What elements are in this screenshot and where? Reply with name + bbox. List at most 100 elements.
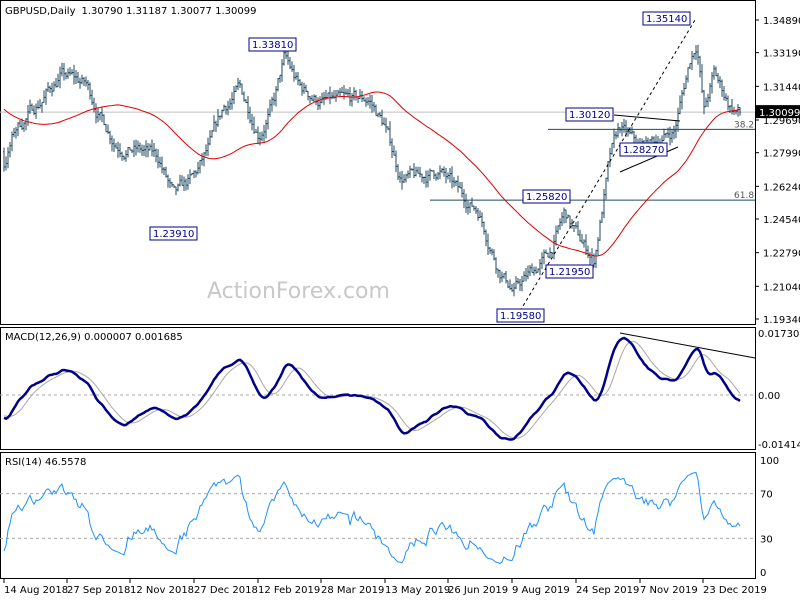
ohlc-bar <box>145 140 147 158</box>
ohlc-bar <box>595 249 597 269</box>
ohlc-bar <box>535 266 537 274</box>
ohlc-bar <box>47 82 49 92</box>
ohlc-bar <box>469 202 471 214</box>
ohlc-bar <box>295 72 297 80</box>
ohlc-bar <box>547 252 549 258</box>
ohlc-bar <box>713 65 715 80</box>
ohlc-bar <box>117 141 119 158</box>
ohlc-bar <box>251 113 253 131</box>
date-tick-label: 26 Jun 2019 <box>448 585 508 596</box>
ohlc-bar <box>431 170 433 172</box>
macd-tick-label: 0.017302 <box>758 329 800 340</box>
ohlc-bar <box>17 122 19 137</box>
ohlc-bar <box>503 273 505 279</box>
ohlc-bar <box>163 166 165 175</box>
ohlc-bar <box>101 107 103 123</box>
price-tick-label: 1.19340 <box>763 315 800 326</box>
ohlc-bar <box>411 168 413 171</box>
ohlc-bar <box>303 82 305 94</box>
ohlc-bar <box>451 166 453 189</box>
ohlc-bar <box>157 149 159 169</box>
ohlc-bar <box>107 124 109 134</box>
rsi-panel-frame <box>0 452 756 579</box>
ohlc-bar <box>59 66 61 89</box>
triangle-upper-line <box>613 114 681 122</box>
ohlc-bar <box>281 59 283 82</box>
ohlc-bar <box>439 165 441 180</box>
ohlc-bar <box>499 269 501 284</box>
ohlc-bar <box>305 84 307 93</box>
ohlc-bar <box>11 131 13 152</box>
date-tick-label: 9 Aug 2019 <box>512 585 570 596</box>
price-tick-label: 1.24540 <box>763 215 800 226</box>
price-annotation-label: 1.28270 <box>623 145 664 156</box>
ohlc-bar <box>427 170 429 188</box>
ohlc-bar <box>543 249 545 265</box>
ohlc-bar <box>463 189 465 209</box>
ohlc-bar <box>545 249 547 254</box>
ohlc-bar <box>207 137 209 157</box>
ohlc-bar <box>737 104 739 117</box>
ohlc-bar <box>623 118 625 133</box>
ohlc-bar <box>505 270 507 284</box>
ohlc-bar <box>167 174 169 188</box>
ohlc-bar <box>15 126 17 139</box>
ohlc-bar <box>181 175 183 186</box>
price-annotation-label: 1.35140 <box>646 14 687 25</box>
ohlc-bar <box>531 263 533 274</box>
ohlc-bar <box>231 92 233 110</box>
ohlc-bar <box>345 88 347 95</box>
price-tick-label: 1.31440 <box>763 82 800 93</box>
ohlc-bar <box>195 170 197 178</box>
ohlc-bar <box>539 259 541 276</box>
ohlc-bar <box>403 174 405 184</box>
ohlc-bar <box>497 268 499 278</box>
ohlc-bar <box>605 177 607 200</box>
ohlc-bar <box>147 143 149 158</box>
watermark: ActionForex.com <box>207 279 390 304</box>
chart-header: GBPUSD,Daily 1.30790 1.31187 1.30077 1.30… <box>5 6 256 17</box>
ohlc-bar <box>211 129 213 138</box>
ohlc-bar <box>121 151 123 161</box>
ohlc-bar <box>173 184 175 188</box>
ohlc-bar <box>185 178 187 191</box>
ohlc-bar <box>425 170 427 188</box>
ohlc-bar <box>367 97 369 106</box>
ohlc-bar <box>615 131 617 140</box>
ohlc-bar <box>243 91 245 102</box>
ohlc-bar <box>197 161 199 175</box>
ohlc-bar <box>79 77 81 89</box>
ohlc-bar <box>689 63 691 70</box>
ohlc-bar <box>455 180 457 186</box>
price-annotation-label: 1.25820 <box>526 192 567 203</box>
ohlc-bar <box>583 239 585 248</box>
ohlc-bar <box>93 97 95 113</box>
ohlc-bar <box>371 95 373 113</box>
ohlc-bar <box>391 138 393 158</box>
date-tick-label: 12 Nov 2018 <box>130 585 194 596</box>
ohlc-bar <box>421 173 423 183</box>
ohlc-bar <box>203 152 205 167</box>
ohlc-bar <box>445 168 447 184</box>
ohlc-bar <box>263 125 265 142</box>
ohlc-bar <box>693 53 695 60</box>
ohlc-bar <box>481 212 483 228</box>
ohlc-bar <box>35 103 37 119</box>
ohlc-bar <box>501 271 503 283</box>
price-tick-label: 1.27990 <box>763 149 800 160</box>
ohlc-bar <box>199 159 201 174</box>
ohlc-bar <box>255 128 257 133</box>
ohlc-bar <box>61 62 63 77</box>
ohlc-bar <box>29 99 31 115</box>
ohlc-bar <box>119 143 121 158</box>
ohlc-bar <box>409 165 411 178</box>
ohlc-bar <box>591 248 593 264</box>
ohlc-bar <box>63 63 65 81</box>
price-annotation-box <box>149 226 198 241</box>
ohlc-bar <box>449 168 451 183</box>
ohlc-bar <box>567 214 569 219</box>
ohlc-bar <box>57 73 59 88</box>
ohlc-bar <box>575 222 577 229</box>
ohlc-bar <box>363 96 365 102</box>
ohlc-bar <box>549 247 551 259</box>
